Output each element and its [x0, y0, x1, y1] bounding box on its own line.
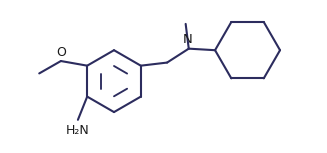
Text: N: N: [182, 33, 192, 46]
Text: H₂N: H₂N: [66, 123, 90, 136]
Text: O: O: [56, 46, 66, 59]
